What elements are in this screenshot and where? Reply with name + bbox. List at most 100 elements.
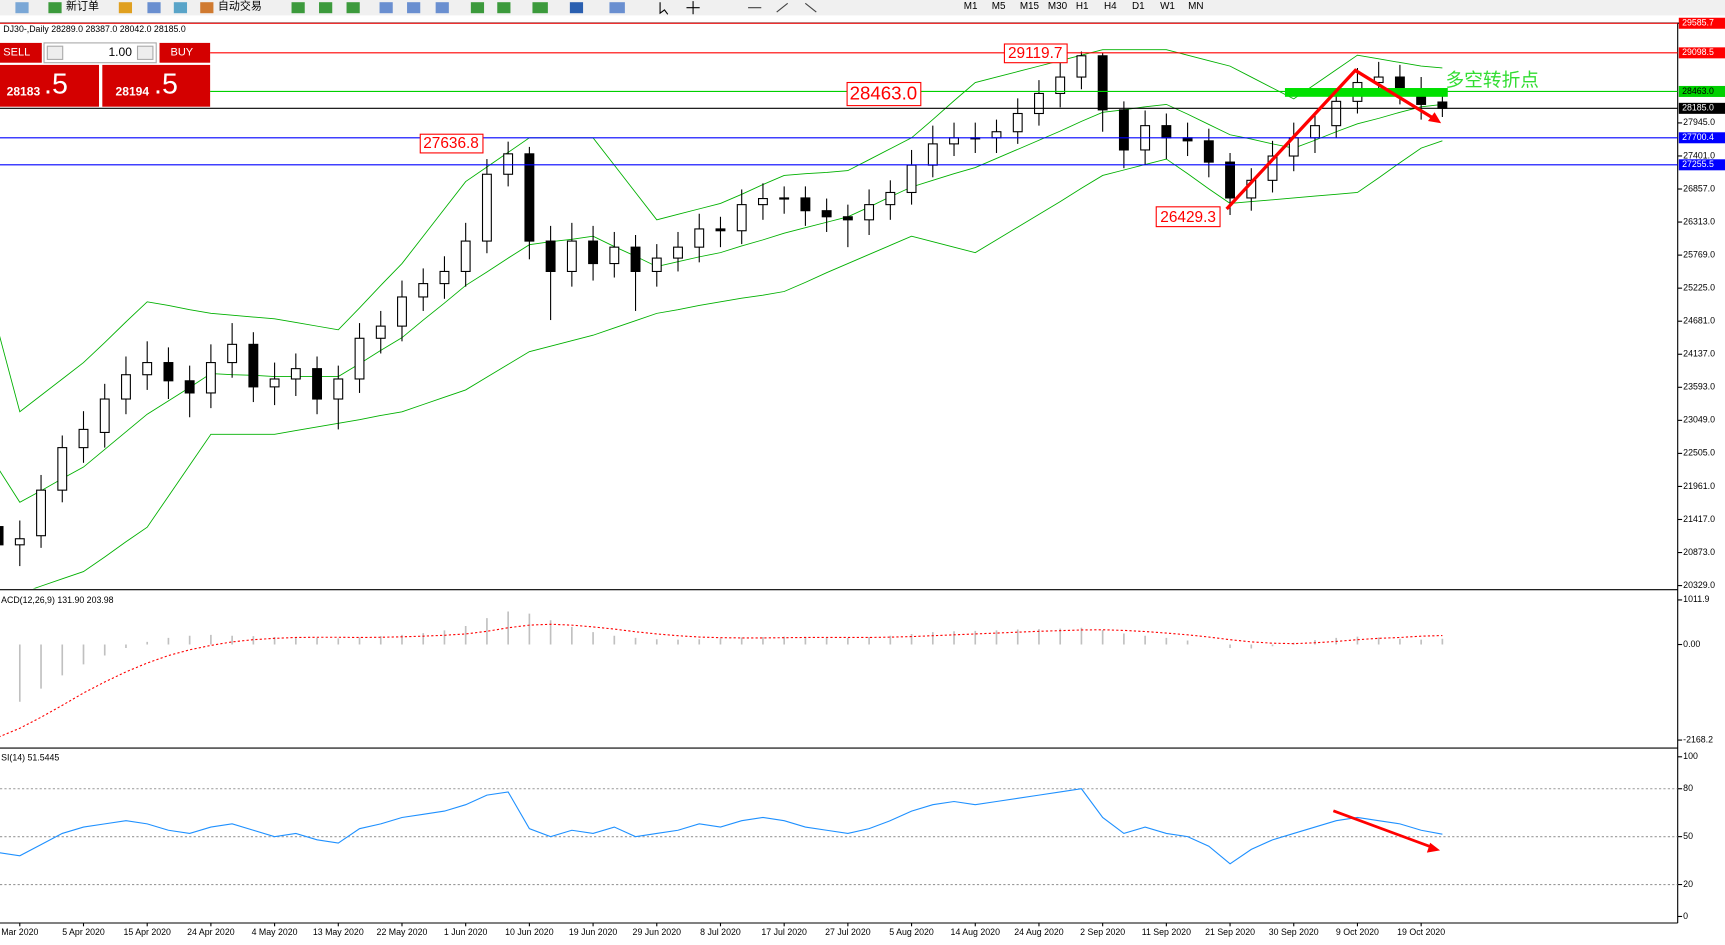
- macd-header: ACD(12,26,9) 131.90 203.98: [1, 595, 114, 605]
- icon[interactable]: [435, 2, 449, 14]
- annotation-box: [419, 133, 484, 154]
- sell-label[interactable]: SELL: [3, 47, 30, 59]
- candle-body: [757, 198, 768, 206]
- icon[interactable]: [532, 2, 548, 14]
- x-tick-label: 5 Apr 2020: [62, 927, 105, 937]
- sell-button[interactable]: [0, 42, 42, 63]
- icon[interactable]: [15, 2, 29, 14]
- candle-body: [205, 362, 216, 394]
- x-tick-label: 4 May 2020: [252, 927, 298, 937]
- lot-value[interactable]: 1.00: [108, 45, 132, 59]
- icon[interactable]: [470, 2, 485, 14]
- x-tick-label: 14 Aug 2020: [951, 927, 1001, 937]
- candle-body: [609, 246, 620, 265]
- x-tick-label: 8 Jul 2020: [700, 927, 741, 937]
- lot-input[interactable]: [43, 42, 157, 64]
- chart-header: DJ30-,Daily 28289.0 28387.0 28042.0 2818…: [3, 24, 186, 34]
- candle-body: [163, 362, 174, 382]
- candle-body: [1437, 101, 1448, 109]
- candle-body: [885, 191, 896, 206]
- level-label: 27255.5: [1682, 159, 1714, 169]
- x-tick-label: 29 Jun 2020: [633, 927, 682, 937]
- candle-body: [418, 283, 429, 298]
- timeframe-button[interactable]: M30: [1048, 1, 1068, 12]
- icon[interactable]: [118, 2, 133, 14]
- icon[interactable]: [659, 2, 669, 15]
- y-tick-label: 23593.0: [1683, 382, 1715, 392]
- level-label: 29585.7: [1682, 18, 1714, 28]
- ask-frac[interactable]: .5: [154, 68, 178, 100]
- icon[interactable]: [686, 1, 700, 15]
- bid-frac[interactable]: .5: [44, 68, 68, 100]
- candle-body: [0, 526, 4, 546]
- icon[interactable]: [48, 2, 62, 14]
- timeframe-button[interactable]: MN: [1188, 1, 1203, 12]
- candle-body: [121, 374, 131, 400]
- candle-body: [1161, 125, 1172, 139]
- timeframe-button[interactable]: M1: [964, 1, 978, 12]
- timeframe-button[interactable]: M15: [1020, 1, 1040, 12]
- timeframe-button[interactable]: D1: [1132, 1, 1145, 12]
- arrow-head: [1427, 112, 1442, 124]
- y-tick-label: 0.00: [1683, 639, 1700, 649]
- x-tick-label: 21 Sep 2020: [1205, 927, 1255, 937]
- y-tick-label: 22505.0: [1683, 448, 1715, 458]
- icon[interactable]: [407, 2, 421, 14]
- timeframe-button[interactable]: M5: [992, 1, 1006, 12]
- ask-main[interactable]: 28194: [116, 85, 150, 99]
- spin-up[interactable]: [136, 45, 154, 60]
- buy-label[interactable]: BUY: [171, 47, 194, 59]
- bid-main[interactable]: 28183: [7, 85, 41, 99]
- candle-body: [375, 325, 386, 339]
- icon[interactable]: [609, 2, 625, 14]
- candle-body: [290, 368, 301, 380]
- annotation-box: [1155, 206, 1221, 228]
- annotation: 29119.7: [1008, 45, 1063, 62]
- candle-body: [481, 173, 492, 242]
- candle-body: [715, 228, 726, 232]
- auto-trading[interactable]: 自动交易: [218, 0, 262, 13]
- icon[interactable]: [291, 2, 305, 14]
- timeframe-button[interactable]: H1: [1076, 1, 1089, 12]
- candle-body: [906, 164, 917, 194]
- sell-price[interactable]: [0, 64, 100, 107]
- candle-body: [503, 153, 514, 175]
- candle-body: [184, 380, 195, 394]
- candle-body: [842, 216, 853, 221]
- candle-body: [248, 343, 259, 388]
- x-tick-label: 15 Apr 2020: [123, 927, 171, 937]
- new-order[interactable]: 新订单: [66, 0, 99, 13]
- rsi-header: SI(14) 51.5445: [1, 752, 59, 762]
- buy-price[interactable]: [102, 64, 211, 107]
- buy-button[interactable]: [159, 42, 211, 63]
- y-tick-label: 25225.0: [1683, 282, 1715, 292]
- x-tick-label: 2 Sep 2020: [1080, 927, 1125, 937]
- icon[interactable]: [497, 2, 511, 14]
- timeframes: M1 M5 M15 M30 H1 H4 D1 W1 MN: [964, 1, 1204, 12]
- icon[interactable]: [569, 2, 584, 14]
- panel: [0, 49, 1448, 589]
- icon[interactable]: [748, 2, 817, 13]
- timeframe-button[interactable]: W1: [1160, 1, 1175, 12]
- candle-body: [1267, 155, 1278, 181]
- level-label-box: [1678, 17, 1725, 29]
- y-tick-label: 24681.0: [1683, 316, 1715, 326]
- icon[interactable]: [173, 2, 188, 14]
- icon[interactable]: [147, 2, 161, 14]
- rsi-line: [0, 788, 1443, 865]
- spin-down[interactable]: [46, 45, 64, 60]
- icon[interactable]: [379, 2, 393, 14]
- timeframe-button[interactable]: H4: [1104, 1, 1117, 12]
- y-tick-label: 26313.0: [1683, 216, 1715, 226]
- bollinger-middle: [0, 103, 1443, 503]
- candle-body: [333, 378, 344, 400]
- candle-body: [524, 153, 535, 242]
- icon[interactable]: [319, 2, 333, 14]
- x-tick-label: 24 Apr 2020: [187, 927, 235, 937]
- annotation-box: [846, 81, 922, 107]
- level-label-box: [1678, 132, 1725, 144]
- icon[interactable]: [346, 2, 360, 14]
- icon[interactable]: [200, 2, 214, 14]
- y-tick-label: 80: [1683, 783, 1693, 793]
- x-tick-label: Mar 2020: [1, 927, 38, 937]
